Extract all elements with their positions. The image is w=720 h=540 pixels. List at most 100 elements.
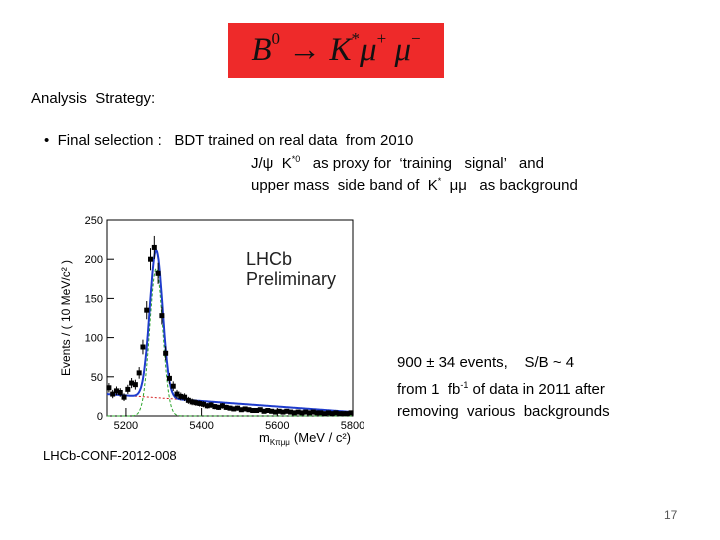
y-tick-label: 250 (85, 215, 103, 227)
data-point (250, 408, 256, 414)
data-point (193, 400, 199, 406)
data-point (216, 404, 222, 410)
title-box: B0 → K*μ+ μ− (228, 23, 444, 78)
data-point (329, 411, 335, 417)
y-tick-label: 200 (85, 254, 103, 266)
bullet-symbol: • (44, 132, 50, 149)
data-point (291, 410, 297, 416)
data-point (136, 370, 142, 376)
section-heading: Analysis Strategy: (31, 90, 156, 107)
data-point (238, 407, 244, 413)
luminosity-post: of data in 2011 after (468, 381, 605, 398)
data-point (303, 409, 309, 415)
proxy-line: J/ψ K*0 as proxy for ‘training signal’ a… (251, 154, 544, 172)
data-point (219, 403, 225, 409)
data-point (197, 400, 203, 406)
decay-title: B0 → K*μ+ μ− (251, 29, 421, 69)
data-point (125, 386, 131, 392)
data-point (144, 307, 150, 313)
data-point (295, 409, 301, 415)
x-tick-label: 5400 (189, 420, 213, 432)
luminosity-pre: from 1 fb (397, 381, 461, 398)
y-axis-label: Events / ( 10 MeV/c² ) (59, 260, 73, 376)
background-line-pre: upper mass side band of K (251, 177, 438, 194)
x-tick-label: 5200 (114, 420, 138, 432)
data-point (348, 410, 354, 416)
data-point (170, 383, 176, 389)
luminosity-sup: -1 (460, 380, 469, 390)
y-tick-label: 50 (91, 372, 103, 384)
x-axis-label-main: m (259, 430, 270, 445)
title-mu1-sup: + (376, 29, 387, 48)
proxy-line-post: as proxy for ‘training signal’ and (300, 155, 544, 172)
data-point (242, 406, 248, 412)
plot-frame (106, 219, 354, 417)
data-point (178, 393, 184, 399)
y-tick-label: 0 (97, 411, 103, 423)
data-point (253, 408, 259, 414)
data-point (212, 404, 218, 410)
annotation-lhcb: LHCb (246, 249, 292, 269)
data-point (155, 270, 161, 276)
background-line-post: μμ as background (441, 177, 578, 194)
data-point (310, 409, 316, 415)
mass-fit-chart: 0 50 100 150 200 250 5200 5400 5600 5800 LHCb Pr… (59, 215, 364, 447)
data-point (314, 410, 320, 416)
data-point (337, 411, 343, 417)
data-point (121, 394, 127, 400)
data-point (265, 408, 271, 414)
data-point (231, 406, 237, 412)
y-tick-label: 100 (85, 333, 103, 345)
title-b: B (251, 32, 272, 68)
data-point (235, 405, 241, 411)
x-axis-label-sub: Kπμμ (270, 438, 290, 447)
title-k-sup: * (351, 29, 361, 48)
result-summary: 900 ± 34 events, S/B ~ 4 from 1 fb-1 of … (397, 352, 610, 423)
data-point (110, 391, 116, 397)
data-point (318, 410, 324, 416)
title-k: K (329, 32, 352, 68)
title-mu1: μ (360, 32, 377, 68)
x-axis-label: mKπμμ (MeV / c²) (259, 430, 351, 447)
data-point (276, 408, 282, 414)
total-fit-curve (106, 248, 354, 414)
data-point (204, 403, 210, 409)
data-point (117, 389, 123, 395)
title-arrow: → (288, 32, 322, 68)
data-point (189, 399, 195, 405)
proxy-line-sup: *0 (291, 154, 301, 164)
title-mu2: μ (394, 32, 412, 68)
data-point (322, 411, 328, 417)
x-tick-label: 5800 (341, 420, 364, 432)
title-b-sup: 0 (271, 29, 281, 48)
data-point (284, 408, 290, 414)
data-point (166, 375, 172, 381)
data-point (344, 411, 350, 417)
background-line: upper mass side band of K* μμ as backgro… (251, 176, 578, 194)
luminosity-line: from 1 fb-1 of data in 2011 after (397, 374, 610, 401)
data-point (132, 382, 138, 388)
annotation-preliminary: Preliminary (246, 269, 336, 289)
backgrounds-line: removing various backgrounds (397, 403, 610, 420)
data-point (174, 391, 180, 397)
title-mu2-sup: − (411, 29, 421, 48)
background-line-sup: * (437, 176, 442, 186)
data-point (223, 404, 229, 410)
data-point (201, 401, 207, 407)
data-point (151, 244, 157, 250)
data-point (113, 388, 119, 394)
signal-fit-curve (107, 267, 353, 417)
data-point (246, 407, 252, 413)
data-point (163, 350, 169, 356)
data-point (341, 411, 347, 417)
data-point (261, 408, 267, 414)
data-point (148, 256, 154, 262)
reference-note: LHCb-CONF-2012-008 (43, 448, 177, 463)
data-point (288, 409, 294, 415)
x-axis-label-unit: (MeV / c²) (294, 430, 351, 445)
data-point (269, 408, 275, 414)
data-point (182, 394, 188, 400)
events-line: 900 ± 34 events, S/B ~ 4 (397, 354, 575, 371)
data-point (280, 409, 286, 415)
data-point (159, 313, 165, 319)
